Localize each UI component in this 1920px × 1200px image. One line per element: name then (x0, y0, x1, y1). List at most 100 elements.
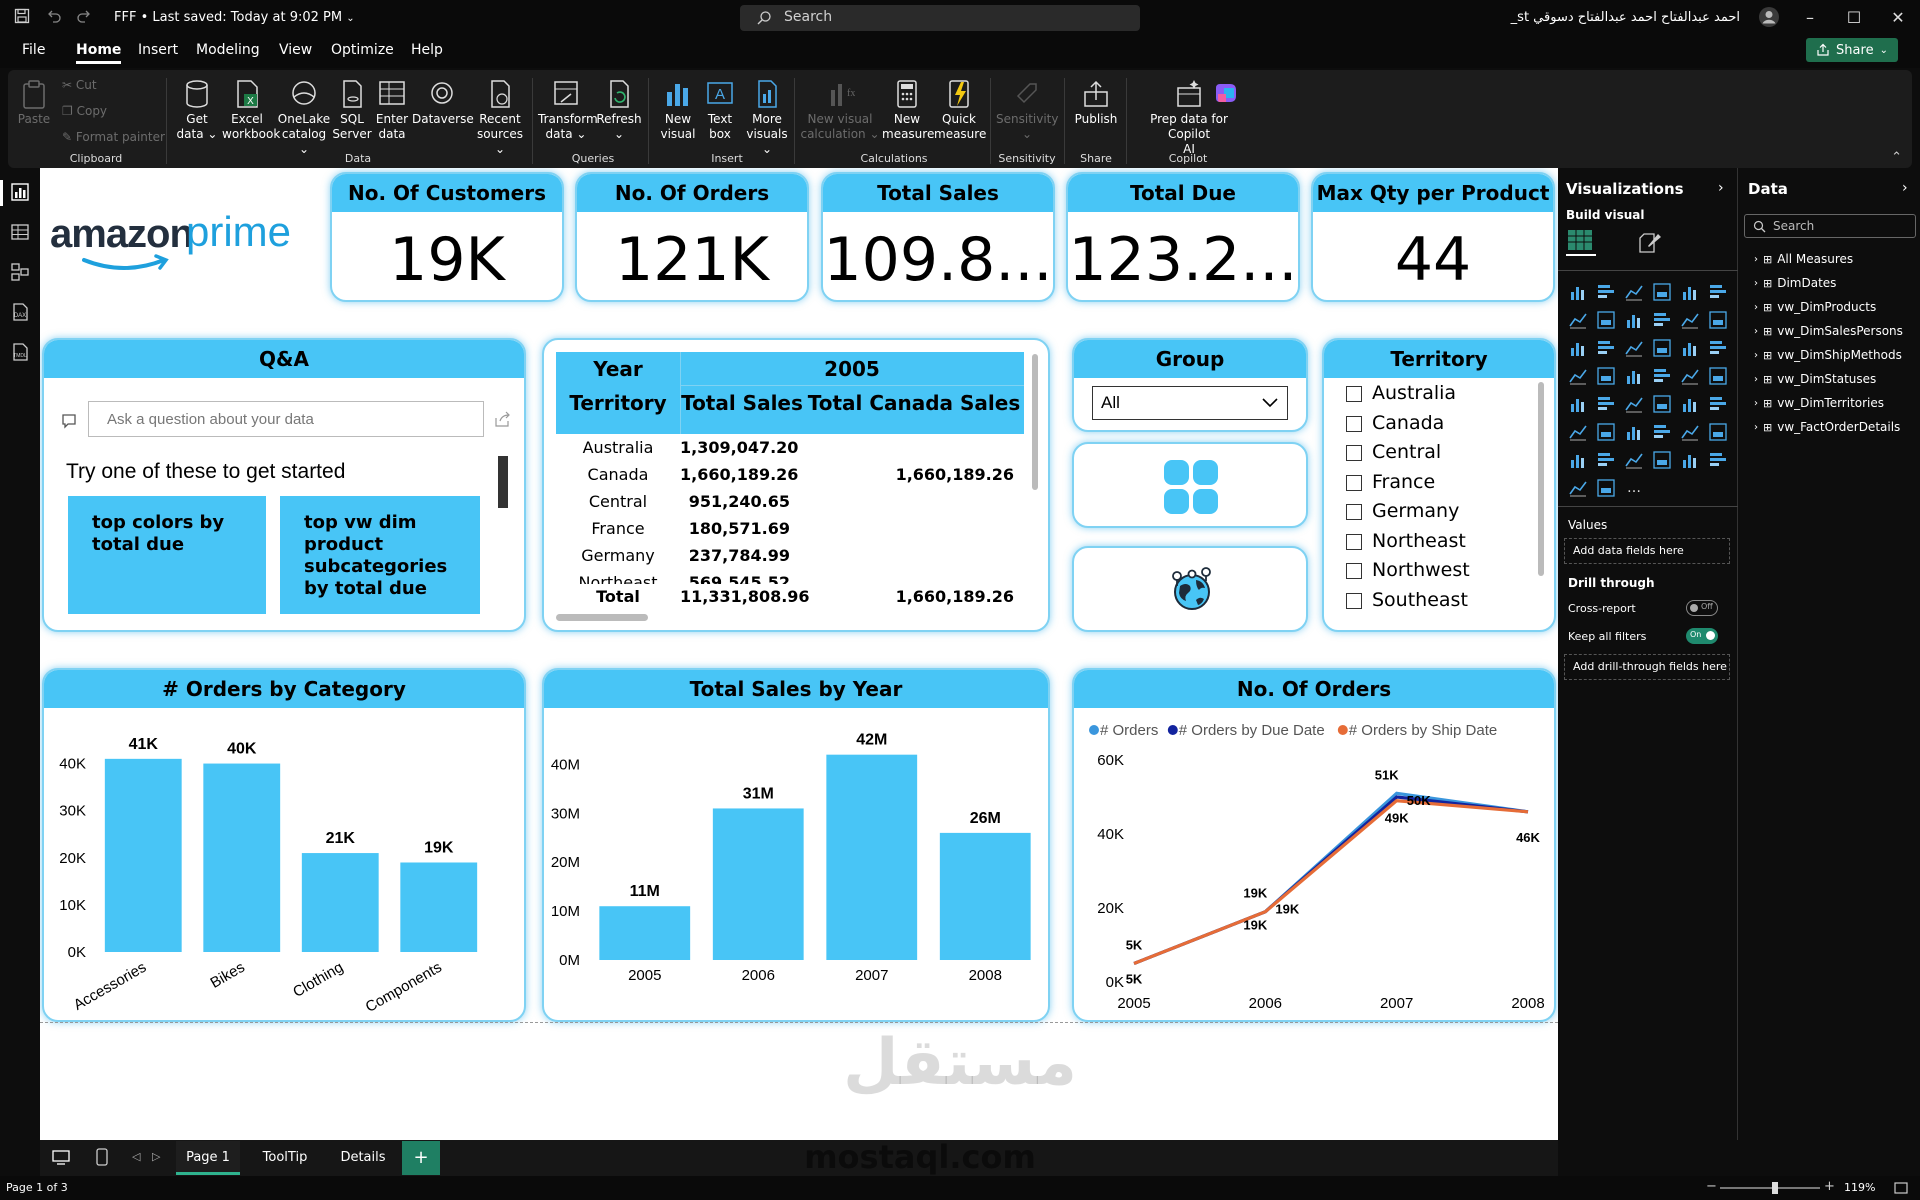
keep-filters-toggle[interactable]: On (1686, 628, 1718, 644)
bar[interactable] (826, 754, 918, 960)
visual-type-icon[interactable] (1568, 282, 1588, 302)
table-item[interactable]: › ⊞ vw_DimSalesPersons (1754, 324, 1903, 338)
copy-button[interactable]: ❐ Copy (62, 104, 122, 119)
sales-matrix[interactable]: Year 2005 Territory Total Sales Total Ca… (542, 338, 1050, 632)
collapse-pane-icon[interactable]: › (1718, 180, 1724, 196)
territory-scrollbar[interactable] (1538, 382, 1544, 576)
build-visual-tab[interactable] (1566, 228, 1596, 256)
drill-through-drop-zone[interactable]: Add drill-through fields here (1564, 654, 1730, 680)
visual-type-icon[interactable] (1568, 450, 1588, 470)
map-nav-button[interactable] (1072, 546, 1308, 632)
kpi-card-total-sales[interactable]: Total Sales 109.8... (821, 172, 1055, 302)
page-tab-page-1[interactable]: Page 1 (176, 1141, 240, 1175)
zoom-level[interactable]: 119% (1844, 1181, 1876, 1194)
visual-type-icon[interactable] (1652, 310, 1672, 330)
recent-sources-button[interactable]: Recent sources ⌄ (472, 78, 528, 157)
checkbox[interactable] (1346, 592, 1362, 609)
visual-type-icon[interactable] (1624, 366, 1644, 386)
visual-type-icon[interactable] (1596, 422, 1616, 442)
table-row[interactable]: France 180,571.69 (544, 517, 1024, 543)
series-line[interactable] (1133, 791, 1529, 965)
more-visuals-button[interactable]: More visuals ⌄ (742, 78, 792, 157)
table-item[interactable]: › ⊞ DimDates (1754, 276, 1836, 290)
visual-type-icon[interactable] (1596, 366, 1616, 386)
home-nav-button[interactable] (1072, 442, 1308, 528)
visual-type-icon[interactable] (1596, 310, 1616, 330)
visual-type-icon[interactable] (1568, 478, 1588, 498)
page-tab-tooltip[interactable]: ToolTip (262, 1150, 308, 1165)
visual-type-icon[interactable] (1624, 394, 1644, 414)
qa-visual[interactable]: Q&A Ask a question about your data Try o… (42, 338, 526, 632)
menu-help[interactable]: Help (411, 42, 443, 58)
list-item[interactable]: Germany (1346, 500, 1459, 522)
visual-type-icon[interactable] (1568, 422, 1588, 442)
dataverse-button[interactable]: Dataverse (412, 78, 474, 127)
qa-scrollbar[interactable] (498, 456, 508, 508)
visual-type-icon[interactable]: … (1624, 478, 1644, 498)
visual-type-icon[interactable] (1708, 282, 1728, 302)
global-search-input[interactable]: Search (740, 5, 1140, 31)
legend-label[interactable]: # Orders (1100, 722, 1158, 739)
cross-report-toggle[interactable]: Off (1686, 600, 1718, 616)
matrix-vertical-scrollbar[interactable] (1032, 354, 1038, 490)
group-dropdown[interactable]: All (1092, 386, 1288, 420)
visual-type-icon[interactable] (1680, 338, 1700, 358)
new-visual-button[interactable]: New visual (656, 78, 700, 142)
qa-question-input[interactable]: Ask a question about your data (88, 401, 484, 437)
visual-type-icon[interactable] (1680, 366, 1700, 386)
qa-suggestion-1[interactable]: top colors by total due (68, 496, 266, 614)
bar[interactable] (301, 853, 379, 952)
visual-type-icon[interactable] (1596, 450, 1616, 470)
kpi-card-max-qty[interactable]: Max Qty per Product 44 (1311, 172, 1555, 302)
table-item[interactable]: › ⊞ vw_DimTerritories (1754, 396, 1884, 410)
table-row[interactable]: Northeast 569,545.52 (544, 571, 1024, 584)
table-row[interactable]: Germany 237,784.99 (544, 544, 1024, 570)
menu-optimize[interactable]: Optimize (331, 42, 394, 58)
visual-type-icon[interactable] (1596, 282, 1616, 302)
matrix-horizontal-scrollbar[interactable] (556, 614, 648, 621)
territory-slicer[interactable]: Territory Australia Canada Central Franc… (1322, 338, 1556, 632)
visual-type-icon[interactable] (1624, 310, 1644, 330)
format-visual-tab[interactable] (1636, 230, 1664, 256)
list-item[interactable]: Northeast (1346, 530, 1466, 552)
table-item[interactable]: › ⊞ All Measures (1754, 252, 1853, 266)
legend-label[interactable]: # Orders by Ship Date (1349, 722, 1497, 739)
close-icon[interactable]: ✕ (1891, 8, 1905, 27)
collapse-pane-icon[interactable]: › (1902, 180, 1908, 196)
new-visual-calculation-button[interactable]: fx New visual calculation ⌄ (800, 78, 880, 142)
prep-data-copilot-button[interactable]: Prep data for Copilot AI (1130, 78, 1248, 157)
visual-type-icon[interactable] (1568, 366, 1588, 386)
visual-type-icon[interactable] (1708, 338, 1728, 358)
collapse-ribbon-icon[interactable]: ⌃ (1891, 150, 1902, 165)
visual-type-icon[interactable] (1624, 282, 1644, 302)
visual-type-icon[interactable] (1568, 394, 1588, 414)
data-search-input[interactable]: Search (1744, 214, 1916, 238)
desktop-layout-icon[interactable] (52, 1150, 70, 1166)
legend-label[interactable]: # Orders by Due Date (1179, 722, 1325, 739)
table-row[interactable]: Canada 1,660,189.26 1,660,189.26 (544, 463, 1024, 489)
series-line[interactable] (1133, 799, 1529, 965)
qa-suggestion-2[interactable]: top vw dim product subcategories by tota… (280, 496, 480, 614)
tmdl-view-icon[interactable]: TMDL (10, 342, 30, 362)
visual-type-icon[interactable] (1596, 338, 1616, 358)
values-drop-zone[interactable]: Add data fields here (1564, 538, 1730, 564)
checkbox[interactable] (1346, 474, 1362, 491)
mobile-layout-icon[interactable] (96, 1148, 108, 1166)
table-row[interactable]: Central 951,240.65 (544, 490, 1024, 516)
visual-type-icon[interactable] (1652, 450, 1672, 470)
transform-data-button[interactable]: Transform data ⌄ (538, 78, 598, 142)
visual-type-icon[interactable] (1596, 478, 1616, 498)
list-item[interactable]: France (1346, 471, 1435, 493)
avatar-icon[interactable] (1758, 6, 1780, 28)
enter-data-button[interactable]: Enter data (372, 78, 412, 142)
format-painter-button[interactable]: ✎ Format painter (62, 130, 172, 145)
list-item[interactable]: Central (1346, 441, 1441, 463)
maximize-icon[interactable]: ☐ (1846, 8, 1862, 27)
group-slicer[interactable]: Group All (1072, 338, 1308, 432)
refresh-button[interactable]: Refresh ⌄ (596, 78, 642, 142)
fit-to-page-icon[interactable] (1894, 1181, 1908, 1195)
bar[interactable] (400, 862, 478, 952)
orders-line-chart[interactable]: No. Of Orders # Orders # Orders by Due Da… (1072, 668, 1556, 1022)
onelake-catalog-button[interactable]: OneLake catalog ⌄ (276, 78, 332, 157)
visual-type-icon[interactable] (1624, 422, 1644, 442)
